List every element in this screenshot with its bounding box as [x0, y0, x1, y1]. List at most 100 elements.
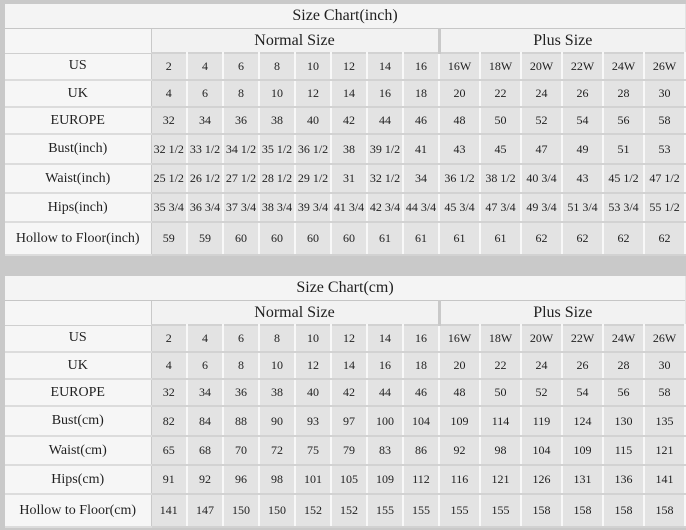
size-cell: 16W: [438, 52, 481, 81]
size-cell: 150: [258, 493, 296, 528]
size-cell: 18: [402, 351, 440, 380]
size-cell: 49 3/4: [520, 192, 563, 223]
size-cell: 25 1/2: [150, 163, 188, 194]
size-cell: 20W: [520, 324, 563, 353]
size-cell: 152: [294, 493, 332, 528]
table-row: Hips(cm) 91 92 96 98 101 105 109 112 116 121 126 131…: [5, 464, 686, 495]
size-cell: 72: [258, 435, 296, 466]
size-cell: 38: [258, 378, 296, 407]
size-cell: 104: [402, 405, 440, 437]
table-row: Waist(inch) 25 1/2 26 1/2 27 1/2 28 1/2 29 1/…: [5, 163, 686, 194]
size-cell: 30: [642, 351, 686, 380]
size-cell: 119: [520, 405, 563, 437]
size-cell: 24: [520, 351, 563, 380]
size-cell: 61: [402, 221, 440, 256]
size-cell: 45: [479, 133, 522, 165]
size-chart-table-inch: Size Chart(inch) Normal Size Plus Size US 2 4…: [5, 4, 686, 256]
size-cell: 10: [294, 52, 332, 81]
size-cell: 26: [561, 351, 604, 380]
size-cell: 88: [222, 405, 260, 437]
size-cell: 28: [602, 79, 645, 108]
size-cell: 38: [330, 133, 368, 165]
size-cell: 70: [222, 435, 260, 466]
size-cell: 16: [402, 324, 440, 353]
size-cell: 10: [294, 324, 332, 353]
size-cell: 126: [520, 464, 563, 495]
size-cell: 150: [222, 493, 260, 528]
table-title: Size Chart(inch): [5, 4, 686, 29]
size-cell: 116: [438, 464, 481, 495]
size-cell: 26W: [642, 324, 686, 353]
table-title-row: Size Chart(inch): [5, 4, 686, 29]
size-cell: 36 1/2: [438, 163, 481, 194]
size-cell: 60: [330, 221, 368, 256]
size-cell: 40 3/4: [520, 163, 563, 194]
row-label: Bust(cm): [5, 406, 152, 437]
size-cell: 6: [186, 79, 224, 108]
table-title-row: Size Chart(cm): [5, 276, 686, 301]
size-cell: 155: [479, 493, 522, 528]
size-cell: 18W: [479, 324, 522, 353]
size-cell: 97: [330, 405, 368, 437]
size-cell: 28 1/2: [258, 163, 296, 194]
size-cell: 8: [222, 351, 260, 380]
size-cell: 20: [438, 351, 481, 380]
size-cell: 40: [294, 378, 332, 407]
row-label: Waist(inch): [5, 164, 152, 194]
size-cell: 65: [150, 435, 188, 466]
row-label: Bust(inch): [5, 134, 152, 165]
table-row: US 2 4 6 8 10 12 14 16 16W 18W 20W 22W 24W 26W: [5, 52, 686, 81]
size-cell: 28: [602, 351, 645, 380]
size-cell: 47: [520, 133, 563, 165]
size-cell: 59: [186, 221, 224, 256]
size-cell: 83: [366, 435, 404, 466]
size-cell: 51 3/4: [561, 192, 604, 223]
row-label: Hips(inch): [5, 193, 152, 223]
corner-cell: [5, 300, 152, 326]
size-cell: 4: [186, 324, 224, 353]
row-label: UK: [5, 80, 152, 108]
size-cell: 91: [150, 464, 188, 495]
size-cell: 35 3/4: [150, 192, 188, 223]
size-cell: 42: [330, 106, 368, 135]
size-cell: 16W: [438, 324, 481, 353]
size-cell: 22W: [561, 324, 604, 353]
table-row: Bust(cm) 82 84 88 90 93 97 100 104 109 114 119 124 13…: [5, 405, 686, 437]
size-cell: 32 1/2: [150, 133, 188, 165]
size-cell: 98: [479, 435, 522, 466]
size-cell: 86: [402, 435, 440, 466]
table-row: UK 4 6 8 10 12 14 16 18 20 22 24 26 28 30: [5, 351, 686, 380]
size-cell: 41: [402, 133, 440, 165]
size-cell: 135: [642, 405, 686, 437]
size-chart-table-cm: Size Chart(cm) Normal Size Plus Size US 2 4 6 8…: [5, 276, 686, 528]
size-cell: 38 1/2: [479, 163, 522, 194]
size-cell: 34: [186, 378, 224, 407]
size-cell: 36: [222, 106, 260, 135]
size-cell: 26: [561, 79, 604, 108]
size-cell: 50: [479, 378, 522, 407]
size-cell: 43: [438, 133, 481, 165]
row-label: UK: [5, 352, 152, 380]
size-cell: 36 1/2: [294, 133, 332, 165]
size-cell: 115: [602, 435, 645, 466]
size-cell: 44: [366, 378, 404, 407]
size-cell: 61: [366, 221, 404, 256]
size-cell: 92: [438, 435, 481, 466]
table-row: EUROPE 32 34 36 38 40 42 44 46 48 50 52 54 56 58: [5, 378, 686, 407]
size-cell: 16: [366, 351, 404, 380]
size-cell: 32 1/2: [366, 163, 404, 194]
size-cell: 60: [222, 221, 260, 256]
size-cell: 50: [479, 106, 522, 135]
size-cell: 36 3/4: [186, 192, 224, 223]
table-row: Hollow to Floor(inch) 59 59 60 60 60 60 61 61 61 6…: [5, 221, 686, 256]
size-cell: 14: [330, 79, 368, 108]
size-cell: 32: [150, 378, 188, 407]
size-cell: 30: [642, 79, 686, 108]
size-cell: 141: [150, 493, 188, 528]
size-cell: 46: [402, 378, 440, 407]
size-cell: 158: [642, 493, 686, 528]
size-cell: 42 3/4: [366, 192, 404, 223]
size-cell: 45 1/2: [602, 163, 645, 194]
size-cell: 4: [186, 52, 224, 81]
